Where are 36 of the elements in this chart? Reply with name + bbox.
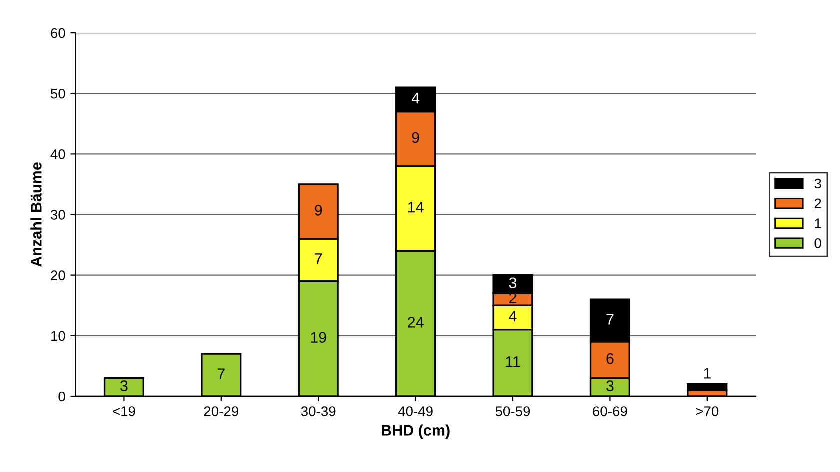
data-label: 9 — [315, 205, 322, 216]
data-label: 4 — [509, 311, 517, 322]
data-label: 3 — [120, 380, 128, 392]
data-label: 3 — [509, 278, 517, 289]
y-tick-label: 30 — [50, 210, 66, 220]
data-label: 6 — [606, 353, 614, 364]
data-label: 7 — [315, 254, 322, 264]
y-tick-label: 20 — [51, 270, 66, 281]
x-axis-title: BHD (cm) — [382, 424, 450, 439]
legend-label: 1 — [815, 218, 822, 228]
data-label: 7 — [218, 368, 225, 380]
data-label: 3 — [606, 380, 614, 392]
legend-label: 2 — [814, 198, 822, 208]
x-tick-label: 60-69 — [593, 406, 628, 416]
legend-label: 3 — [814, 178, 822, 189]
y-tick-label: 40 — [50, 150, 66, 160]
data-label: 1 — [704, 368, 711, 379]
legend-label: 0 — [814, 238, 822, 248]
y-tick-label: 60 — [51, 28, 66, 38]
data-label: 14 — [408, 202, 424, 213]
data-label: 4 — [412, 93, 420, 104]
x-tick-label: <19 — [113, 406, 136, 416]
y-axis-title: Anzahl Bäume — [30, 162, 42, 268]
data-label: 11 — [506, 356, 520, 368]
data-label: 9 — [412, 132, 420, 144]
data-label: 24 — [408, 317, 424, 328]
data-label: 7 — [606, 314, 614, 325]
data-label: 19 — [311, 332, 326, 344]
x-tick-label: 20-29 — [204, 406, 239, 416]
y-tick-label: 50 — [50, 88, 66, 99]
x-tick-label: 50-59 — [496, 406, 530, 416]
x-tick-label: 30-39 — [301, 406, 336, 416]
y-tick-label: 0 — [58, 392, 66, 402]
x-tick-label: >70 — [696, 406, 719, 416]
y-tick-label: 10 — [51, 331, 66, 342]
x-tick-label: 40-49 — [398, 406, 433, 416]
